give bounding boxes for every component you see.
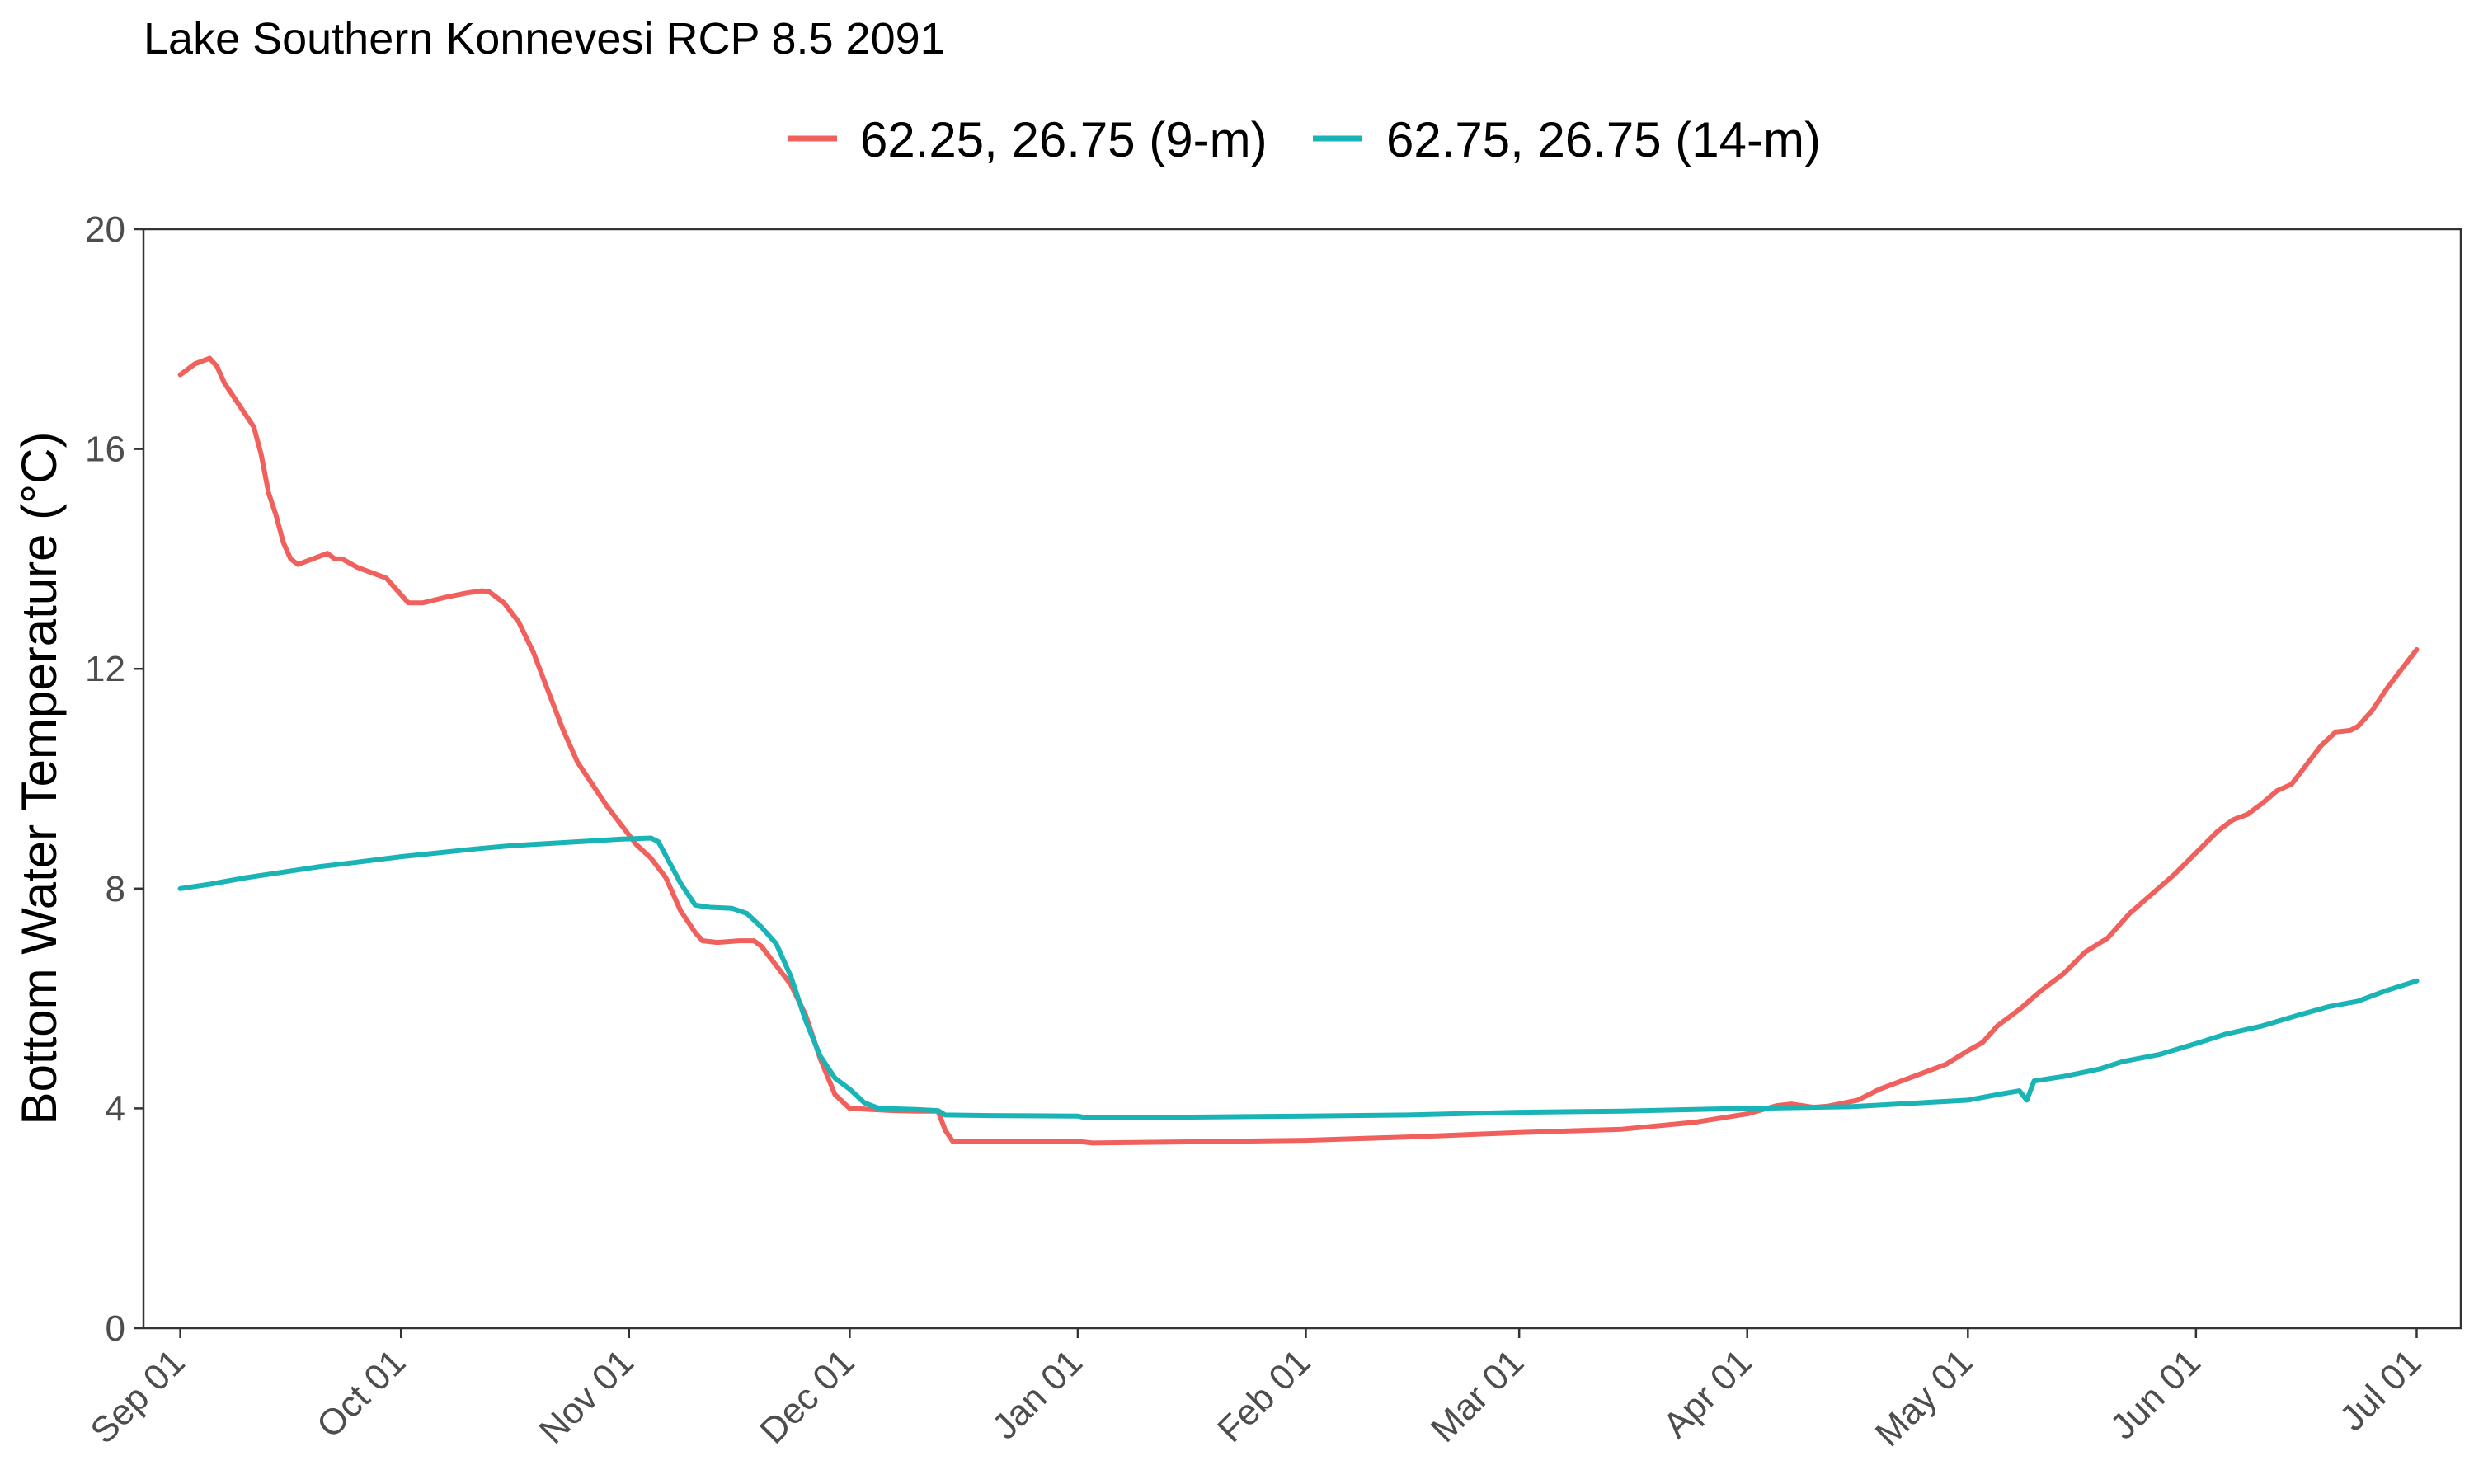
legend-label-series-1: 62.25, 26.75 (9-m): [860, 112, 1268, 167]
x-tick-label: Jun 01: [2103, 1341, 2208, 1447]
x-tick-label: Mar 01: [1423, 1341, 1531, 1449]
y-tick-label: 8: [106, 869, 125, 909]
series-line-2: [177, 835, 2420, 1120]
x-axis: Sep 01 Oct 01 Nov 01 Dec 01 Jan 01 Feb 01 Mar …: [82, 1328, 2429, 1454]
x-tick-label: Oct 01: [309, 1341, 413, 1445]
x-tick-label: Sep 01: [82, 1341, 192, 1451]
x-tick-label: Dec 01: [752, 1341, 862, 1451]
x-tick-label: Jul 01: [2332, 1341, 2429, 1439]
legend-label-series-2: 62.75, 26.75 (14-m): [1386, 112, 1821, 167]
legend: 62.25, 26.75 (9-m) 62.75, 26.75 (14-m): [788, 112, 1821, 167]
y-tick-label: 0: [106, 1308, 125, 1349]
x-tick-label: Feb 01: [1210, 1341, 1319, 1450]
y-tick-label: 20: [85, 209, 125, 250]
y-tick-label: 4: [106, 1088, 125, 1129]
x-tick-label: May 01: [1868, 1341, 1981, 1454]
x-tick-label: Apr 01: [1655, 1341, 1759, 1445]
x-tick-label: Jan 01: [985, 1341, 1090, 1447]
y-tick-label: 12: [85, 649, 125, 689]
y-tick-label: 16: [85, 430, 125, 470]
y-axis-title: Bottom Water Temperature (°C): [12, 432, 67, 1125]
chart-title: Lake Southern Konnevesi RCP 8.5 2091: [143, 14, 945, 63]
series-layer: [177, 355, 2420, 1146]
x-tick-label: Nov 01: [532, 1341, 642, 1451]
series-line-1: [177, 355, 2420, 1146]
y-axis: 0 4 8 12 16 20: [85, 209, 143, 1349]
plot-panel: [142, 228, 2462, 1330]
